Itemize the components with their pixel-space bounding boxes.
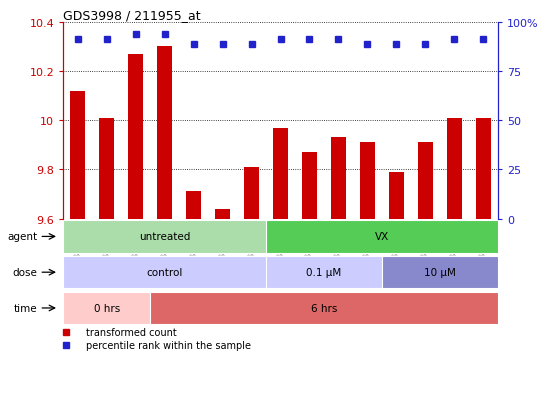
- Text: 10 μM: 10 μM: [424, 268, 456, 278]
- Text: agent: agent: [7, 232, 37, 242]
- Bar: [186, 192, 201, 219]
- Bar: [63, 221, 266, 253]
- Bar: [331, 138, 346, 219]
- Bar: [266, 256, 382, 289]
- Text: GDS3998 / 211955_at: GDS3998 / 211955_at: [63, 9, 201, 21]
- Bar: [244, 168, 259, 219]
- Text: untreated: untreated: [139, 232, 190, 242]
- Text: dose: dose: [12, 268, 37, 278]
- Text: VX: VX: [375, 232, 389, 242]
- Bar: [157, 47, 172, 219]
- Bar: [129, 55, 143, 219]
- Bar: [447, 119, 461, 219]
- Text: 0.1 μM: 0.1 μM: [306, 268, 342, 278]
- Bar: [63, 256, 266, 289]
- Text: transformed count: transformed count: [86, 328, 177, 337]
- Text: 6 hrs: 6 hrs: [311, 303, 337, 313]
- Bar: [100, 119, 114, 219]
- Bar: [476, 119, 491, 219]
- Text: control: control: [146, 268, 183, 278]
- Bar: [63, 292, 150, 324]
- Bar: [382, 256, 498, 289]
- Bar: [266, 221, 498, 253]
- Text: time: time: [14, 303, 37, 313]
- Bar: [418, 143, 432, 219]
- Bar: [70, 91, 85, 219]
- Bar: [360, 143, 375, 219]
- Text: percentile rank within the sample: percentile rank within the sample: [86, 340, 251, 350]
- Bar: [273, 128, 288, 219]
- Bar: [150, 292, 498, 324]
- Bar: [215, 209, 230, 219]
- Text: 0 hrs: 0 hrs: [94, 303, 120, 313]
- Bar: [389, 172, 404, 219]
- Bar: [302, 153, 317, 219]
